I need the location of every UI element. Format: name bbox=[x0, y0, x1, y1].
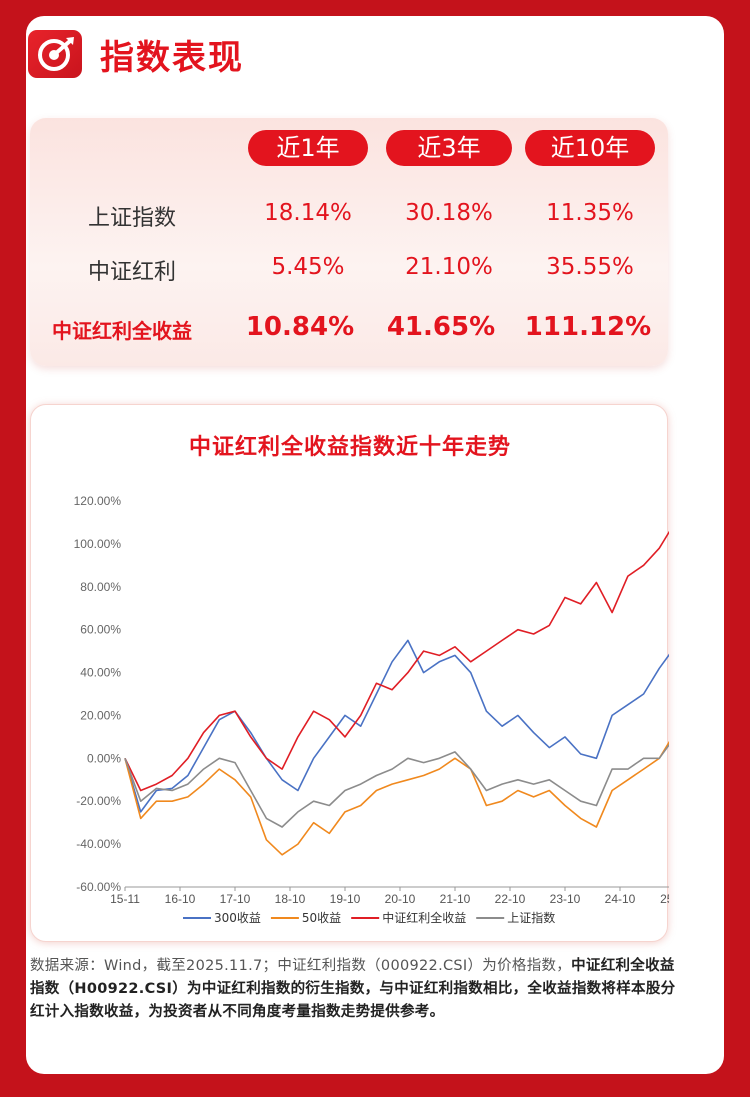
table-cell: 111.12% bbox=[524, 312, 652, 342]
x-tick-label: 18-10 bbox=[275, 892, 306, 906]
series-line bbox=[124, 639, 669, 813]
table-cell: 35.55% bbox=[546, 254, 634, 280]
legend-label: 上证指数 bbox=[507, 910, 555, 925]
legend-label: 50收益 bbox=[302, 911, 341, 925]
y-tick-label: 0.00% bbox=[87, 751, 121, 765]
column-header-3y: 近3年 bbox=[386, 130, 512, 166]
table-row-highlight: 中证红利全收益 10.84% 41.65% 111.12% bbox=[30, 300, 668, 356]
row-label: 中证红利全收益 bbox=[52, 319, 192, 343]
row-label: 上证指数 bbox=[88, 206, 177, 231]
chart-title: 中证红利全收益指数近十年走势 bbox=[188, 435, 511, 460]
y-tick-label: 100.00% bbox=[74, 537, 122, 551]
section-header: 指数表现 bbox=[28, 26, 244, 82]
performance-table: 近1年 近3年 近10年 上证指数 18.14% 30.18% 11.35% 中… bbox=[30, 118, 668, 366]
legend-label: 300收益 bbox=[214, 911, 261, 925]
table-cell: 18.14% bbox=[264, 200, 352, 226]
series-line bbox=[124, 530, 669, 792]
row-label: 中证红利 bbox=[88, 260, 177, 285]
y-tick-label: -40.00% bbox=[76, 837, 121, 851]
table-cell: 21.10% bbox=[405, 254, 493, 280]
y-tick-label: -20.00% bbox=[76, 794, 121, 808]
footnote: 数据来源：Wind，截至2025.11.7；中证红利指数（000922.CSI）… bbox=[30, 955, 676, 1024]
y-tick-label: 20.00% bbox=[80, 708, 121, 722]
y-tick-label: 40.00% bbox=[80, 666, 121, 680]
column-header-10y: 近10年 bbox=[525, 130, 655, 166]
y-tick-label: -60.00% bbox=[76, 880, 121, 894]
target-icon bbox=[28, 30, 82, 78]
table-cell: 10.84% bbox=[245, 312, 355, 342]
line-chart: 120.00% 100.00% 80.00% 60.00% 40.00% 20.00% 0.… bbox=[74, 494, 669, 925]
x-tick-label: 15-11 bbox=[110, 892, 140, 906]
section-title: 指数表现 bbox=[100, 37, 244, 78]
y-tick-label: 80.00% bbox=[80, 580, 121, 594]
x-tick-label: 24-10 bbox=[605, 892, 636, 906]
x-tick-label: 22-10 bbox=[495, 892, 526, 906]
y-tick-label: 60.00% bbox=[80, 623, 121, 637]
x-tick-label: 21-10 bbox=[440, 892, 471, 906]
x-tick-label: 23-10 bbox=[550, 892, 581, 906]
x-tick-label: 16-10 bbox=[165, 892, 196, 906]
legend-label: 中证红利全收益 bbox=[382, 910, 466, 925]
x-tick-label: 25-11 bbox=[660, 892, 669, 906]
y-tick-label: 120.00% bbox=[74, 494, 122, 508]
column-header-1y: 近1年 bbox=[248, 130, 368, 166]
table-row: 中证红利 5.45% 21.10% 35.55% bbox=[30, 242, 668, 300]
footnote-explanation: 中证红利全收益指数（H00922.CSI）为中证红利指数的衍生指数，与中证红利指… bbox=[30, 958, 676, 1020]
x-tick-label: 20-10 bbox=[385, 892, 416, 906]
series-line bbox=[124, 740, 669, 856]
footnote-source: 数据来源：Wind，截至2025.11.7；中证红利指数（000922.CSI）… bbox=[30, 958, 572, 974]
chart-panel: 中证红利全收益指数近十年走势 120.00% 100.00% 80.00% 60.00… bbox=[30, 404, 669, 942]
table-cell: 41.65% bbox=[386, 312, 496, 342]
table-cell: 30.18% bbox=[405, 200, 493, 226]
table-cell: 11.35% bbox=[546, 200, 634, 226]
x-tick-label: 19-10 bbox=[330, 892, 361, 906]
x-tick-label: 17-10 bbox=[220, 892, 251, 906]
series-line bbox=[124, 743, 669, 828]
table-cell: 5.45% bbox=[271, 254, 345, 280]
table-row: 上证指数 18.14% 30.18% 11.35% bbox=[30, 186, 668, 242]
